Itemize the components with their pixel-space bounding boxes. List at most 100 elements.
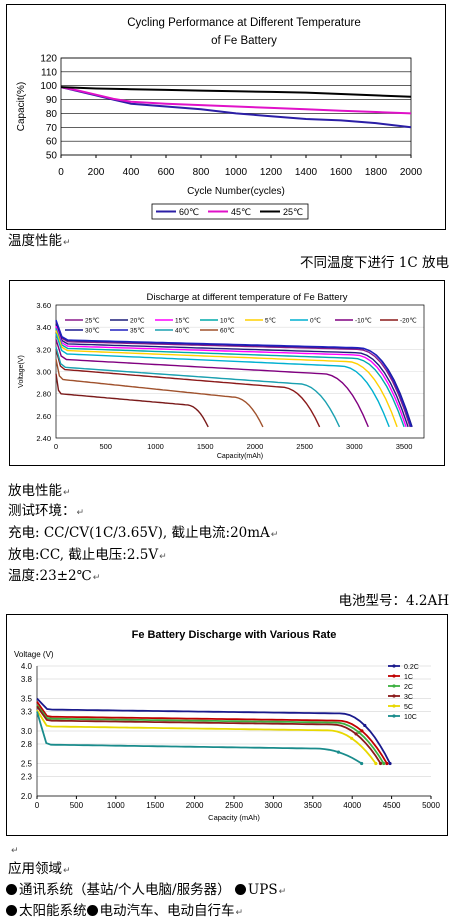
x-tick-label: 2000 xyxy=(186,801,204,810)
x-tick-label: 400 xyxy=(123,167,140,178)
chart-title: of Fe Battery xyxy=(211,35,277,47)
x-tick-label: 1500 xyxy=(146,801,164,810)
x-tick-label: 1200 xyxy=(260,167,283,178)
legend-label: 60℃ xyxy=(220,327,235,335)
y-tick-label: 3.3 xyxy=(21,708,33,717)
legend-label: -10℃ xyxy=(355,317,372,325)
discharge-temp-chart: Discharge at different temperature of Fe… xyxy=(9,280,445,466)
series-line-5C xyxy=(36,709,377,765)
x-tick-label: 1000 xyxy=(225,167,248,178)
cycling-chart: Cycling Performance at Different Tempera… xyxy=(6,4,446,230)
y-tick-label: 3.0 xyxy=(21,727,33,736)
app-item: 电动汽车、电动自行车 xyxy=(99,903,235,919)
x-tick-label: 3500 xyxy=(396,442,413,451)
bullet-icon xyxy=(6,884,17,895)
y-tick-label: 110 xyxy=(41,67,57,78)
cycling-chart-svg: Cycling Performance at Different Tempera… xyxy=(6,4,446,230)
x-tick-label: 500 xyxy=(99,442,112,451)
heading-temperature: 温度性能↵ xyxy=(8,233,71,249)
temperature-line: 温度:23±2℃↵ xyxy=(8,568,101,584)
y-tick-label: 2.5 xyxy=(21,760,33,769)
legend-label: 2C xyxy=(404,684,413,691)
data-point xyxy=(378,761,383,766)
chart-frame xyxy=(9,280,445,466)
legend-marker xyxy=(392,694,396,698)
y-tick-label: 2.60 xyxy=(36,412,51,421)
x-tick-label: 3000 xyxy=(346,442,363,451)
x-tick-label: 3500 xyxy=(304,801,322,810)
series-line-0.2C xyxy=(36,697,391,764)
x-tick-label: 5000 xyxy=(422,801,440,810)
app-item: 太阳能系统 xyxy=(19,903,87,919)
chart-title: Discharge at different temperature of Fe… xyxy=(146,292,347,303)
data-point xyxy=(360,761,364,766)
x-tick-label: 500 xyxy=(70,801,84,810)
x-tick-label: 1500 xyxy=(197,442,214,451)
caption-temperature: 不同温度下进行 1C 放电 xyxy=(299,255,449,271)
x-tick-label: 2000 xyxy=(400,167,423,178)
legend-box xyxy=(151,203,309,220)
legend-label: 25℃ xyxy=(85,317,100,325)
data-point xyxy=(385,761,389,766)
x-tick-label: 1400 xyxy=(295,167,318,178)
legend-label: 0℃ xyxy=(310,317,321,325)
data-point xyxy=(336,750,341,754)
legend-marker xyxy=(392,684,396,688)
data-point xyxy=(350,736,354,740)
data-point xyxy=(382,761,386,766)
legend-label: 15℃ xyxy=(175,317,190,325)
series-line-20℃ xyxy=(55,323,409,428)
x-tick-label: 4500 xyxy=(383,801,401,810)
y-axis-label: Voltage (V) xyxy=(14,650,54,659)
x-tick-label: 3000 xyxy=(265,801,283,810)
data-point xyxy=(360,729,364,733)
y-tick-label: 3.40 xyxy=(36,323,51,332)
y-tick-label: 2.3 xyxy=(21,773,33,782)
y-tick-label: 2.80 xyxy=(36,390,51,399)
y-tick-label: 120 xyxy=(40,54,57,65)
legend-label: 40℃ xyxy=(175,327,190,335)
test-env: 测试环境：↵ xyxy=(8,503,85,519)
charge-line: 充电: CC/CV(1C/3.65V), 截止电流:20mA↵ xyxy=(8,525,279,541)
series-line-25℃ xyxy=(60,86,412,98)
y-axis-label: Voltage(V) xyxy=(18,355,25,388)
y-tick-label: 90 xyxy=(46,95,58,106)
x-tick-label: 1000 xyxy=(147,442,164,451)
y-tick-label: 80 xyxy=(46,109,58,120)
rate-chart: Fe Battery Discharge with Various Rate Vo… xyxy=(6,614,448,836)
x-tick-label: 2500 xyxy=(225,801,243,810)
x-tick-label: 1600 xyxy=(330,167,353,178)
model-line: 电池型号：4.2AH xyxy=(338,593,450,609)
heading-discharge: 放电性能↵ xyxy=(8,483,71,499)
x-tick-label: 4000 xyxy=(343,801,361,810)
y-tick-label: 3.20 xyxy=(36,345,51,354)
series-line-5℃ xyxy=(55,330,398,428)
bullet-icon xyxy=(234,884,246,895)
legend-label: 60℃ xyxy=(179,207,199,217)
legend-label: 30℃ xyxy=(85,327,100,335)
series-line--20℃ xyxy=(55,349,321,428)
discharge-line: 放电:CC, 截止电压:2.5V↵ xyxy=(8,547,167,563)
series-line-unlabeled xyxy=(55,373,209,428)
y-tick-label: 3.60 xyxy=(36,301,51,310)
y-tick-label: 2.40 xyxy=(36,434,51,443)
x-tick-label: 200 xyxy=(88,167,105,178)
chart-frame xyxy=(6,614,448,836)
legend-label: -20℃ xyxy=(400,317,417,325)
y-tick-label: 50 xyxy=(46,151,58,162)
y-tick-label: 70 xyxy=(46,123,58,134)
x-tick-label: 800 xyxy=(193,167,210,178)
y-tick-label: 100 xyxy=(40,81,57,92)
series-line-25℃ xyxy=(55,321,411,428)
data-point xyxy=(354,732,358,736)
legend-label: 45℃ xyxy=(231,207,251,217)
chart-frame xyxy=(6,4,446,230)
legend-label: 10℃ xyxy=(220,317,235,325)
legend-label: 20℃ xyxy=(130,317,145,325)
legend-label: 0.2C xyxy=(404,664,419,671)
legend-label: 3C xyxy=(404,694,413,701)
legend-marker xyxy=(392,664,396,668)
chart-title: Cycling Performance at Different Tempera… xyxy=(127,17,361,29)
legend-marker xyxy=(392,674,396,678)
legend-label: 1C xyxy=(404,674,413,681)
